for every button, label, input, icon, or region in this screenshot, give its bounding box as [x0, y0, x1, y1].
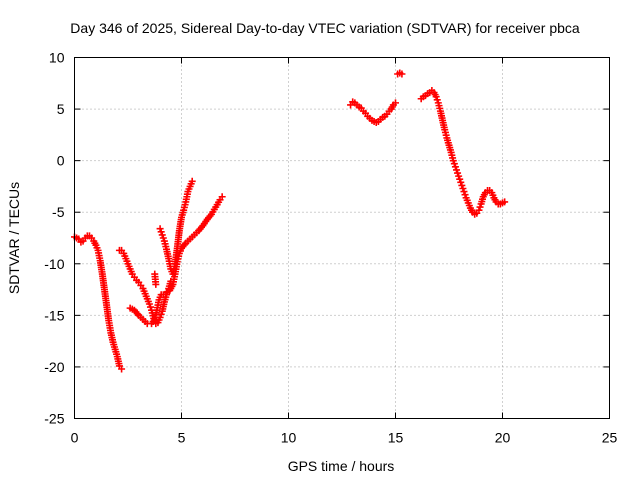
y-tick-label: -10: [44, 256, 64, 272]
x-axis-title: GPS time / hours: [288, 458, 395, 474]
data-point-marker: [218, 193, 226, 201]
x-tick-label: 15: [388, 430, 404, 446]
y-tick-label: -15: [44, 307, 64, 323]
y-tick-label: -25: [44, 411, 64, 427]
data-point-marker: [398, 70, 406, 78]
chart-title: Day 346 of 2025, Sidereal Day-to-day VTE…: [70, 20, 580, 36]
x-tick-label: 10: [281, 430, 297, 446]
x-tick-label: 25: [602, 430, 618, 446]
y-tick-label: 0: [57, 153, 65, 169]
y-tick-label: -5: [52, 204, 65, 220]
x-tick-label: 20: [495, 430, 511, 446]
data-point-marker: [501, 198, 509, 206]
data-point-marker: [392, 99, 399, 107]
y-tick-label: 10: [49, 50, 65, 66]
x-tick-label: 0: [71, 430, 79, 446]
y-axis-title: SDTVAR / TECUs: [6, 182, 22, 294]
data-point-marker: [118, 365, 126, 373]
y-tick-label: 5: [57, 101, 65, 117]
y-axis-tick-labels: -25 -20 -15 -10 -5 0 5 10: [44, 50, 64, 427]
data-points: [71, 69, 509, 373]
data-point-marker: [188, 177, 196, 185]
plot-frame: [74, 57, 610, 419]
data-point-marker: [152, 280, 160, 288]
y-tick-label: -20: [44, 359, 64, 375]
x-tick-label: 5: [178, 430, 186, 446]
x-axis-tick-labels: 0 5 10 15 20 25: [71, 430, 618, 446]
